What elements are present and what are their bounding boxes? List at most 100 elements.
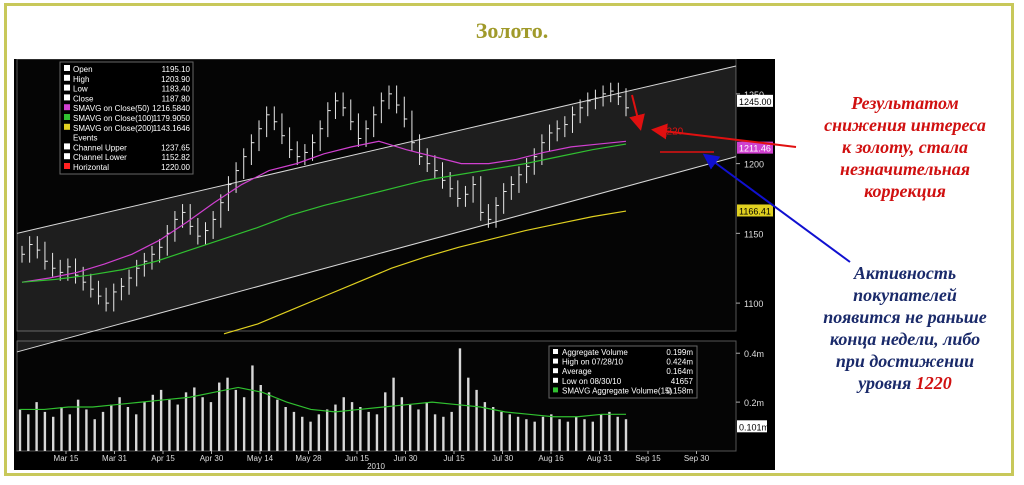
volume-bar <box>135 414 138 451</box>
x-tick-label: Aug 16 <box>538 454 564 463</box>
volume-bar <box>85 409 88 451</box>
volume-legend-marker <box>553 358 558 364</box>
volume-legend-value: 0.158m <box>666 386 693 395</box>
sma200-line <box>223 210 627 335</box>
volume-bar <box>475 389 478 451</box>
volume-bar <box>151 394 155 451</box>
volume-bar <box>566 421 570 451</box>
x-tick-label: Mar 31 <box>102 454 127 463</box>
volume-bar <box>176 404 179 451</box>
volume-bar <box>118 397 121 451</box>
volume-bar <box>143 402 146 451</box>
x-tick-label: Jul 15 <box>443 454 465 463</box>
volume-bar <box>159 389 163 451</box>
legend-swatch <box>64 153 70 160</box>
legend-swatch <box>64 123 70 130</box>
volume-bar <box>525 419 528 451</box>
volume-bar <box>76 399 80 451</box>
volume-bar <box>35 402 38 451</box>
legend-label: Close <box>73 94 94 103</box>
volume-bar <box>450 411 453 451</box>
volume-bar <box>209 402 213 451</box>
legend-label: Channel Lower <box>73 153 127 162</box>
x-tick-label: Sep 15 <box>635 454 661 463</box>
volume-legend-label: High on 07/28/10 <box>562 358 623 367</box>
horizontal-level-label: 1220 <box>661 127 684 138</box>
volume-bar <box>624 419 628 451</box>
volume-bar <box>433 414 437 451</box>
volume-legend-marker <box>553 349 558 354</box>
buyers-note-line: появится не раньше <box>823 307 987 327</box>
legend-swatch <box>64 74 70 81</box>
x-tick-label: Apr 30 <box>200 454 224 463</box>
buyers-note-line: при достижении <box>835 351 975 371</box>
legend-value: 1195.10 <box>162 65 191 74</box>
buyers-activity-note: Активность покупателей появится не раньш… <box>790 262 1020 394</box>
chart-panel: 11001150120012501245.001211.461166.41Ope… <box>14 58 775 471</box>
volume-bar <box>60 407 63 451</box>
volume-legend-marker <box>553 387 558 393</box>
y-tick-label: 1100 <box>744 299 763 309</box>
volume-y-tick-label: 0.4m <box>744 349 764 359</box>
volume-bar <box>292 411 296 451</box>
legend-swatch <box>64 143 70 150</box>
volume-bar <box>400 397 404 451</box>
buyers-note-line: Активность <box>853 263 957 283</box>
volume-bar <box>491 407 495 451</box>
correction-note-line: к золоту, стала <box>841 137 969 157</box>
volume-legend-label: Average <box>562 367 592 376</box>
volume-bar <box>168 399 171 451</box>
x-tick-label: May 28 <box>295 454 322 463</box>
volume-bar <box>342 397 345 451</box>
legend-swatch <box>64 65 70 71</box>
volume-bar <box>558 419 561 451</box>
volume-last-box <box>737 420 767 433</box>
volume-bar <box>583 419 586 451</box>
legend-value: 1152.82 <box>162 153 191 162</box>
volume-bar <box>193 387 196 451</box>
volume-bar <box>201 397 204 451</box>
x-tick-label: May 14 <box>247 454 274 463</box>
legend-label: SMAVG on Close(200) <box>73 124 154 133</box>
last-value-label-box <box>737 94 773 107</box>
legend-value: 1220.00 <box>161 163 190 172</box>
volume-bar <box>458 348 462 451</box>
gold-price-chart: 11001150120012501245.001211.461166.41Ope… <box>16 58 773 471</box>
volume-bar <box>442 416 445 451</box>
volume-bar <box>417 409 420 451</box>
volume-legend-value: 41657 <box>671 377 694 386</box>
volume-bar <box>533 421 536 451</box>
volume-sma-line <box>20 386 626 418</box>
volume-bar <box>110 404 113 451</box>
slide-frame <box>4 3 1014 476</box>
channel-upper-line <box>16 65 737 234</box>
volume-legend-value: 0.424m <box>666 358 693 367</box>
y-tick-label: 1200 <box>744 160 764 170</box>
last-value-label: 1166.41 <box>739 206 771 216</box>
volume-bar <box>608 411 611 451</box>
legend-label: Low <box>73 85 88 94</box>
x-tick-label: Jul 30 <box>492 454 514 463</box>
volume-bar <box>68 414 72 451</box>
y-tick-label: 1150 <box>744 229 763 239</box>
volume-bar <box>508 414 511 451</box>
correction-note-line: снижения интереса <box>824 115 986 135</box>
legend-value: 1143.1646 <box>153 124 191 133</box>
volume-last-label: 0.101m <box>739 422 769 432</box>
volume-legend-value: 0.199m <box>666 348 693 357</box>
legend-value: 1187.80 <box>162 94 191 103</box>
volume-bar <box>500 411 503 451</box>
legend-value: 1237.65 <box>161 143 190 152</box>
volume-legend-label: Low on 08/30/10 <box>562 377 622 386</box>
volume-bar <box>550 414 553 451</box>
correction-note-line: коррекция <box>864 181 946 201</box>
legend-value: 1216.5840 <box>152 104 190 113</box>
volume-bar <box>367 411 370 451</box>
volume-bar <box>218 382 221 451</box>
volume-bar <box>325 409 329 451</box>
x-tick-label: Jun 30 <box>393 454 418 463</box>
legend-label: Channel Upper <box>73 143 127 152</box>
legend-label: Open <box>73 65 93 74</box>
volume-bar <box>599 414 603 451</box>
legend-label: SMAVG on Close(100) <box>73 114 154 123</box>
